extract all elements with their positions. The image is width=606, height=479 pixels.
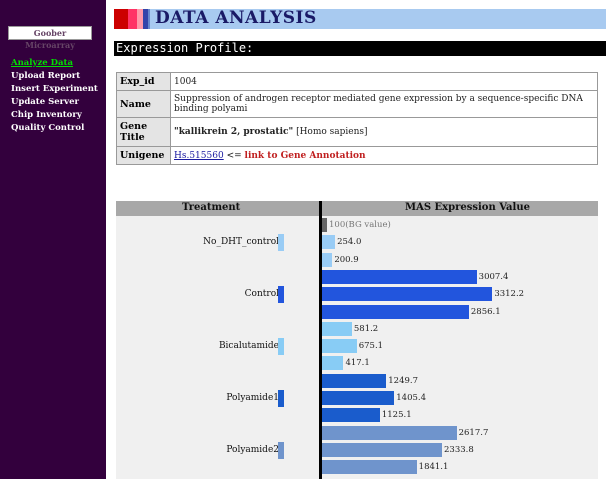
- expression-bar: [322, 442, 443, 457]
- expression-value-label: 2333.8: [444, 444, 474, 455]
- expression-value-label: 675.1: [358, 341, 384, 352]
- expression-bar: [322, 269, 477, 284]
- bg-value-label: 100(BG value): [329, 220, 391, 230]
- treatment-swatch: [278, 338, 284, 356]
- unigene-value: Hs.515560 <= link to Gene Annotation: [170, 146, 598, 165]
- table-row: Gene Title "kallikrein 2, prostatic" [Ho…: [116, 117, 598, 147]
- expression-value-label: 1841.1: [418, 462, 449, 473]
- expression-value-label: 581.2: [353, 323, 379, 334]
- expression-bar: [322, 391, 395, 405]
- expression-value-label: 2617.7: [458, 427, 489, 438]
- treatment-swatch: [278, 234, 284, 252]
- header-color-bar: [128, 9, 137, 29]
- sidebar-item-upload-report[interactable]: Upload Report: [11, 71, 81, 81]
- expression-bar: [322, 408, 380, 423]
- expression-value-label: 200.9: [334, 254, 359, 265]
- expression-bar: [322, 252, 333, 267]
- expression-value-label: 3007.4: [478, 271, 509, 282]
- name-label: Name: [116, 90, 171, 118]
- expression-value-label: 1125.1: [381, 410, 412, 421]
- table-row: Name Suppression of androgen receptor me…: [116, 90, 598, 118]
- treatment-label: Bicalutamide: [218, 341, 279, 352]
- sidebar-item-quality-control[interactable]: Quality Control: [11, 123, 85, 133]
- expression-value-header: MAS Expression Value: [405, 202, 530, 213]
- name-value: Suppression of androgen receptor mediate…: [170, 90, 598, 118]
- exp-id-label: Exp_id: [116, 72, 171, 91]
- treatment-header: Treatment: [182, 202, 241, 213]
- expression-value-label: 1405.4: [396, 393, 427, 403]
- gene-title-value: "kallikrein 2, prostatic" [Homo sapiens]: [170, 117, 598, 147]
- expression-bar: [322, 235, 336, 250]
- expression-value-label: 3312.2: [494, 289, 525, 300]
- header-color-bar: [137, 9, 143, 29]
- expression-bar: [322, 321, 352, 336]
- unigene-arrow: <=: [226, 150, 242, 161]
- expression-bar: [322, 425, 457, 440]
- expression-bar: [322, 373, 387, 388]
- expression-value-label: 417.1: [345, 358, 370, 369]
- gene-title-name: "kallikrein 2, prostatic": [174, 127, 294, 137]
- expression-chart: Treatment MAS Expression Value 100(BG va…: [116, 201, 598, 479]
- expression-bar: [322, 304, 469, 319]
- expression-value-label: 1249.7: [388, 375, 419, 386]
- experiment-info-table: Exp_id 1004 Name Suppression of androgen…: [116, 72, 598, 165]
- bg-value-bar: [322, 218, 327, 232]
- treatment-label: No_DHT_control: [203, 237, 279, 248]
- treatment-swatch: [278, 441, 284, 459]
- chart-header: Treatment MAS Expression Value: [116, 201, 598, 216]
- treatment-label: Control: [244, 289, 279, 300]
- expression-bar: [322, 356, 344, 371]
- gene-title-label: Gene Title: [116, 117, 171, 147]
- expression-bar: [322, 339, 357, 354]
- exp-id-value: 1004: [170, 72, 598, 91]
- gene-annotation-link[interactable]: link to Gene Annotation: [244, 150, 366, 161]
- treatment-label: Polyamide2: [226, 444, 279, 455]
- sidebar-nav: Analyze Data Upload Report Insert Experi…: [11, 57, 98, 135]
- expression-bar: [322, 460, 417, 475]
- gene-title-species: [Homo sapiens]: [296, 127, 368, 137]
- sidebar-item-analyze-data[interactable]: Analyze Data: [11, 58, 73, 68]
- sidebar-item-chip-inventory[interactable]: Chip Inventory: [11, 110, 82, 120]
- section-title: Expression Profile:: [114, 41, 606, 56]
- header-banner: [150, 9, 606, 29]
- header-color-bar: [114, 9, 128, 29]
- table-row: Unigene Hs.515560 <= link to Gene Annota…: [116, 146, 598, 165]
- expression-value-label: 2856.1: [470, 306, 501, 317]
- expression-value-label: 254.0: [337, 237, 362, 248]
- sidebar-item-update-server[interactable]: Update Server: [11, 97, 79, 107]
- expression-bar: [322, 287, 493, 302]
- chart-axis: [319, 201, 322, 479]
- app-logo: Goober Microarray: [8, 26, 92, 50]
- page-title: DATA ANALYSIS: [155, 8, 317, 28]
- unigene-link[interactable]: Hs.515560: [174, 150, 224, 161]
- header-color-bar: [143, 9, 148, 29]
- table-row: Exp_id 1004: [116, 72, 598, 91]
- treatment-swatch: [278, 390, 284, 407]
- treatment-swatch: [278, 286, 284, 304]
- sidebar: Goober Microarray Analyze Data Upload Re…: [0, 0, 106, 479]
- unigene-label: Unigene: [116, 146, 171, 165]
- sidebar-item-insert-experiment[interactable]: Insert Experiment: [11, 84, 98, 94]
- treatment-label: Polyamide1: [226, 393, 279, 403]
